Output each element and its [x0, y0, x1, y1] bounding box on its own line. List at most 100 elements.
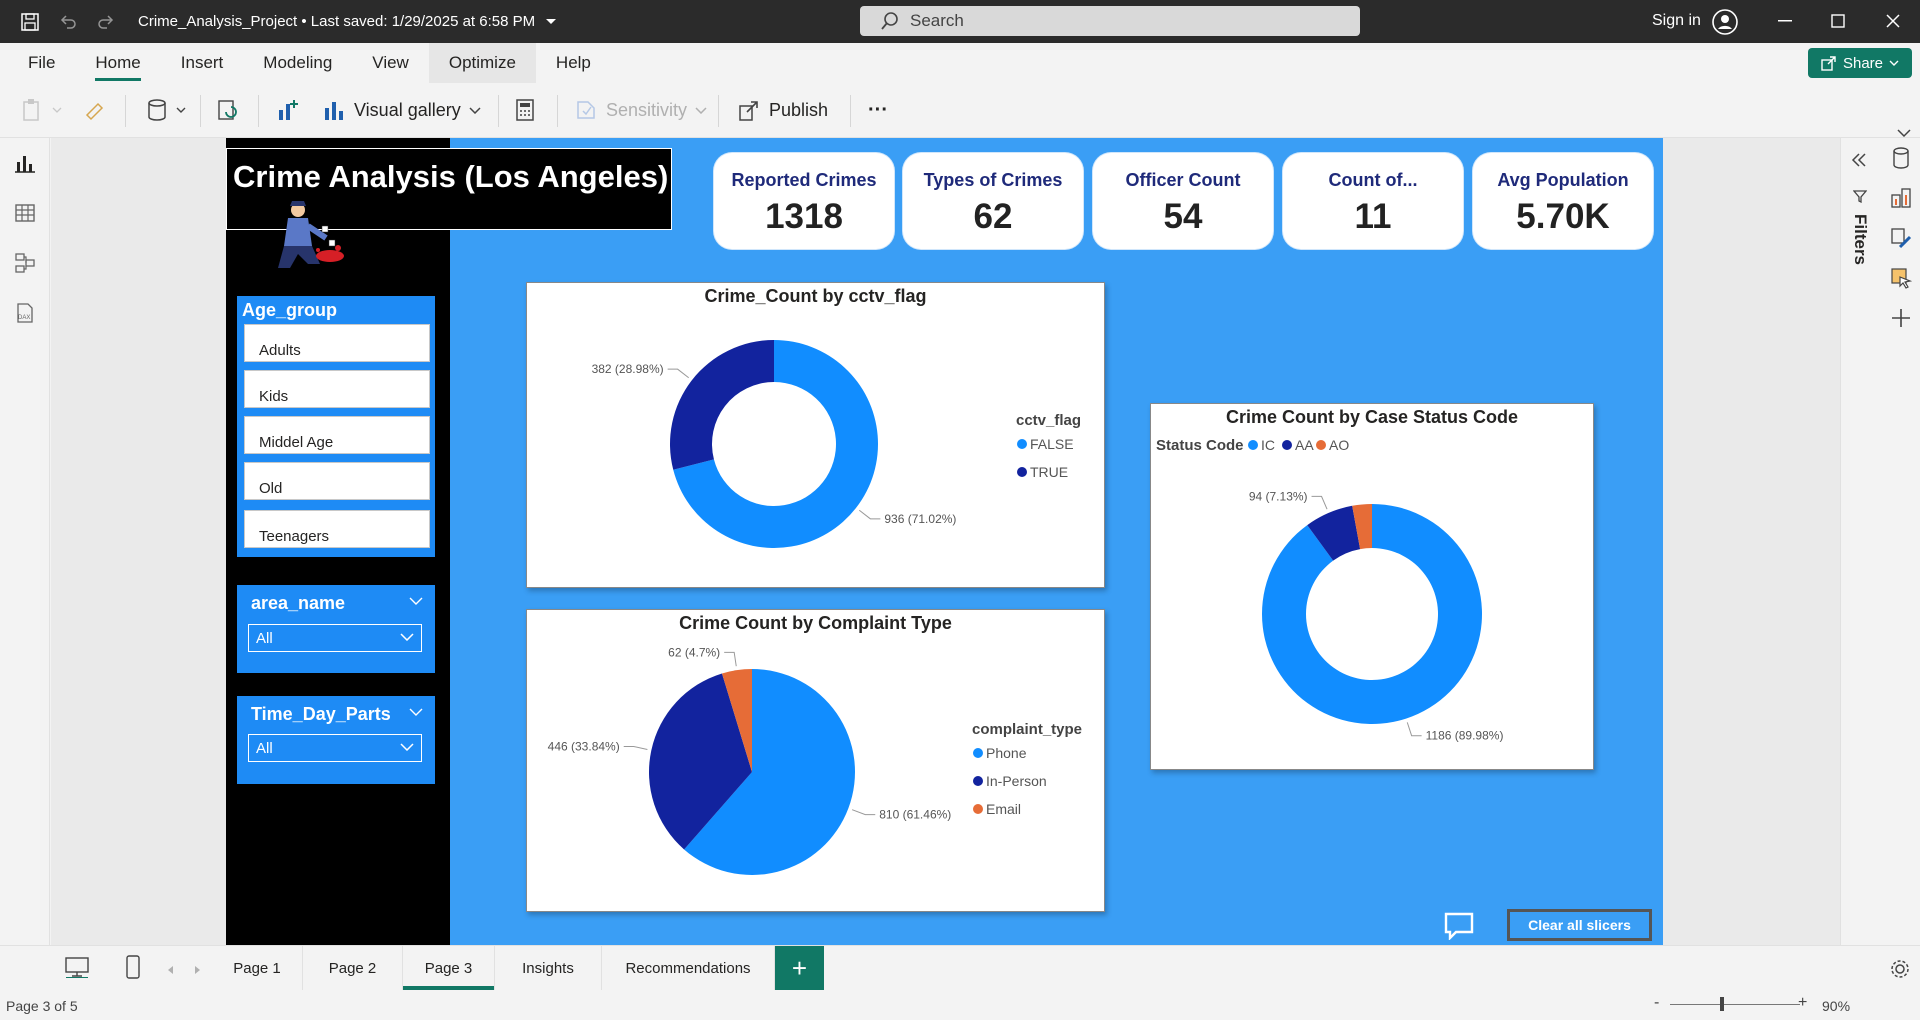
legend-item[interactable]: IC: [1261, 437, 1275, 453]
menu-optimize[interactable]: Optimize: [428, 43, 536, 83]
area-name-title: area_name: [251, 593, 346, 613]
desktop-layout-icon[interactable]: [64, 956, 90, 983]
visualizations-pane-icon[interactable]: [1889, 186, 1913, 210]
zoom-slider-thumb[interactable]: [1720, 997, 1724, 1011]
save-icon[interactable]: [20, 12, 40, 32]
zoom-in-button[interactable]: +: [1798, 994, 1808, 1011]
chart-case-status[interactable]: Crime Count by Case Status Code 1186 (89…: [1150, 403, 1594, 770]
title-dropdown-icon[interactable]: [545, 13, 557, 31]
calculator-button[interactable]: [514, 95, 536, 125]
legend-item[interactable]: In-Person: [986, 773, 1047, 789]
sensitivity-button[interactable]: Sensitivity: [574, 95, 707, 125]
tab-recommendations[interactable]: Recommendations: [602, 946, 775, 990]
zoom-out-button[interactable]: -: [1654, 994, 1660, 1011]
refresh-icon: [218, 100, 237, 120]
more-options-button[interactable]: ···: [868, 98, 888, 121]
area-name-dropdown[interactable]: All: [248, 624, 422, 652]
chart-complaint-type[interactable]: Crime Count by Complaint Type 810 (61.46…: [526, 609, 1105, 912]
format-pane-icon[interactable]: [1889, 226, 1913, 250]
report-view-icon[interactable]: [12, 150, 38, 176]
paste-button[interactable]: [22, 95, 62, 125]
next-page-icon[interactable]: [194, 962, 202, 980]
menu-help[interactable]: Help: [555, 53, 591, 72]
legend-item[interactable]: TRUE: [1030, 464, 1068, 480]
table-view-icon[interactable]: [12, 200, 38, 226]
legend-item[interactable]: Email: [986, 801, 1021, 817]
age-option-middle-age[interactable]: Middel Age: [244, 416, 430, 454]
legend-item[interactable]: FALSE: [1030, 436, 1074, 452]
slice-ao[interactable]: [1352, 504, 1372, 550]
menu-home[interactable]: Home: [75, 43, 160, 83]
chart-cctv-flag[interactable]: Crime_Count by cctv_flag 936 (71.02%) 382…: [526, 282, 1105, 588]
legend-item[interactable]: Phone: [986, 745, 1027, 761]
new-visual-button[interactable]: [276, 95, 300, 125]
format-painter-button[interactable]: [84, 95, 106, 125]
slice-true[interactable]: [670, 340, 774, 470]
area-name-value: All: [256, 630, 273, 647]
menu-insert[interactable]: Insert: [180, 53, 224, 72]
legend-item[interactable]: AA: [1295, 437, 1314, 453]
filters-label[interactable]: Filters: [1851, 214, 1870, 266]
search-box[interactable]: Search: [860, 6, 1360, 36]
legend-item[interactable]: AO: [1329, 437, 1349, 453]
maximize-icon[interactable]: [1828, 11, 1848, 31]
kpi-label: Types of Crimes: [923, 170, 1063, 190]
redo-icon[interactable]: [96, 12, 116, 32]
tab-page-2[interactable]: Page 2: [303, 946, 403, 990]
share-button[interactable]: Share: [1808, 48, 1912, 78]
database-icon: [148, 99, 166, 121]
age-option-adults[interactable]: Adults: [244, 324, 430, 362]
chevron-down-icon[interactable]: [409, 708, 423, 716]
data-label-leader: [858, 509, 881, 520]
slice-ic[interactable]: [1262, 504, 1482, 724]
chart-case-status-svg: 1186 (89.98%) 94 (7.13%) Status Code IC AA AO: [1156, 437, 1503, 743]
kpi-types-of-crimes[interactable]: Types of Crimes 62: [903, 153, 1083, 249]
legend-marker: [1248, 440, 1258, 450]
dax-query-view-icon[interactable]: DAX: [12, 300, 38, 326]
slice-phone[interactable]: [684, 669, 855, 875]
clear-all-slicers-button[interactable]: Clear all slicers: [1507, 909, 1652, 941]
kpi-officer-count[interactable]: Officer Count 54: [1093, 153, 1273, 249]
add-pane-icon[interactable]: [1889, 306, 1913, 330]
visual-gallery-button[interactable]: Visual gallery: [322, 95, 481, 125]
model-view-icon[interactable]: [12, 250, 38, 276]
slice-false[interactable]: [673, 340, 878, 548]
collapse-ribbon-icon[interactable]: [1897, 121, 1911, 142]
close-icon[interactable]: [1883, 11, 1903, 31]
comment-icon[interactable]: [1444, 912, 1474, 945]
refresh-button[interactable]: [216, 95, 240, 125]
mobile-layout-icon[interactable]: [125, 954, 141, 985]
tab-insights[interactable]: Insights: [495, 946, 602, 990]
slice-email[interactable]: [721, 669, 752, 772]
data-pane-icon[interactable]: [1889, 146, 1913, 170]
tab-page-1[interactable]: Page 1: [212, 946, 303, 990]
sign-in-link[interactable]: Sign in: [1652, 12, 1701, 29]
kpi-label: Count of...: [1328, 170, 1418, 190]
menu-view[interactable]: View: [372, 53, 409, 72]
publish-button[interactable]: Publish: [737, 95, 828, 125]
tab-page-3[interactable]: Page 3: [403, 946, 495, 990]
menu-file[interactable]: File: [28, 53, 56, 72]
kpi-avg-population[interactable]: Avg Population 5.70K: [1473, 153, 1653, 249]
age-option-teenagers[interactable]: Teenagers: [244, 510, 430, 548]
minimize-icon[interactable]: [1775, 11, 1795, 31]
chevron-down-icon[interactable]: [409, 597, 423, 605]
zoom-slider[interactable]: [1670, 1004, 1800, 1005]
selection-pane-icon[interactable]: [1889, 266, 1913, 290]
account-icon[interactable]: [1712, 9, 1738, 40]
add-page-button[interactable]: +: [775, 946, 824, 990]
time-day-parts-dropdown[interactable]: All: [248, 734, 422, 762]
slice-aa[interactable]: [1307, 505, 1361, 561]
settings-gear-icon[interactable]: [1889, 958, 1911, 983]
kpi-reported-crimes[interactable]: Reported Crimes 1318: [714, 153, 894, 249]
kpi-count-of[interactable]: Count of... 11: [1283, 153, 1463, 249]
age-option-old[interactable]: Old: [244, 462, 430, 500]
slice-in-person[interactable]: [649, 673, 752, 850]
share-label: Share: [1842, 54, 1884, 72]
age-option-kids[interactable]: Kids: [244, 370, 430, 408]
expand-filters-icon[interactable]: [1851, 153, 1867, 172]
get-data-button[interactable]: [146, 95, 186, 125]
undo-icon[interactable]: [58, 12, 78, 32]
menu-modeling[interactable]: Modeling: [263, 53, 333, 72]
previous-page-icon[interactable]: [166, 962, 174, 980]
